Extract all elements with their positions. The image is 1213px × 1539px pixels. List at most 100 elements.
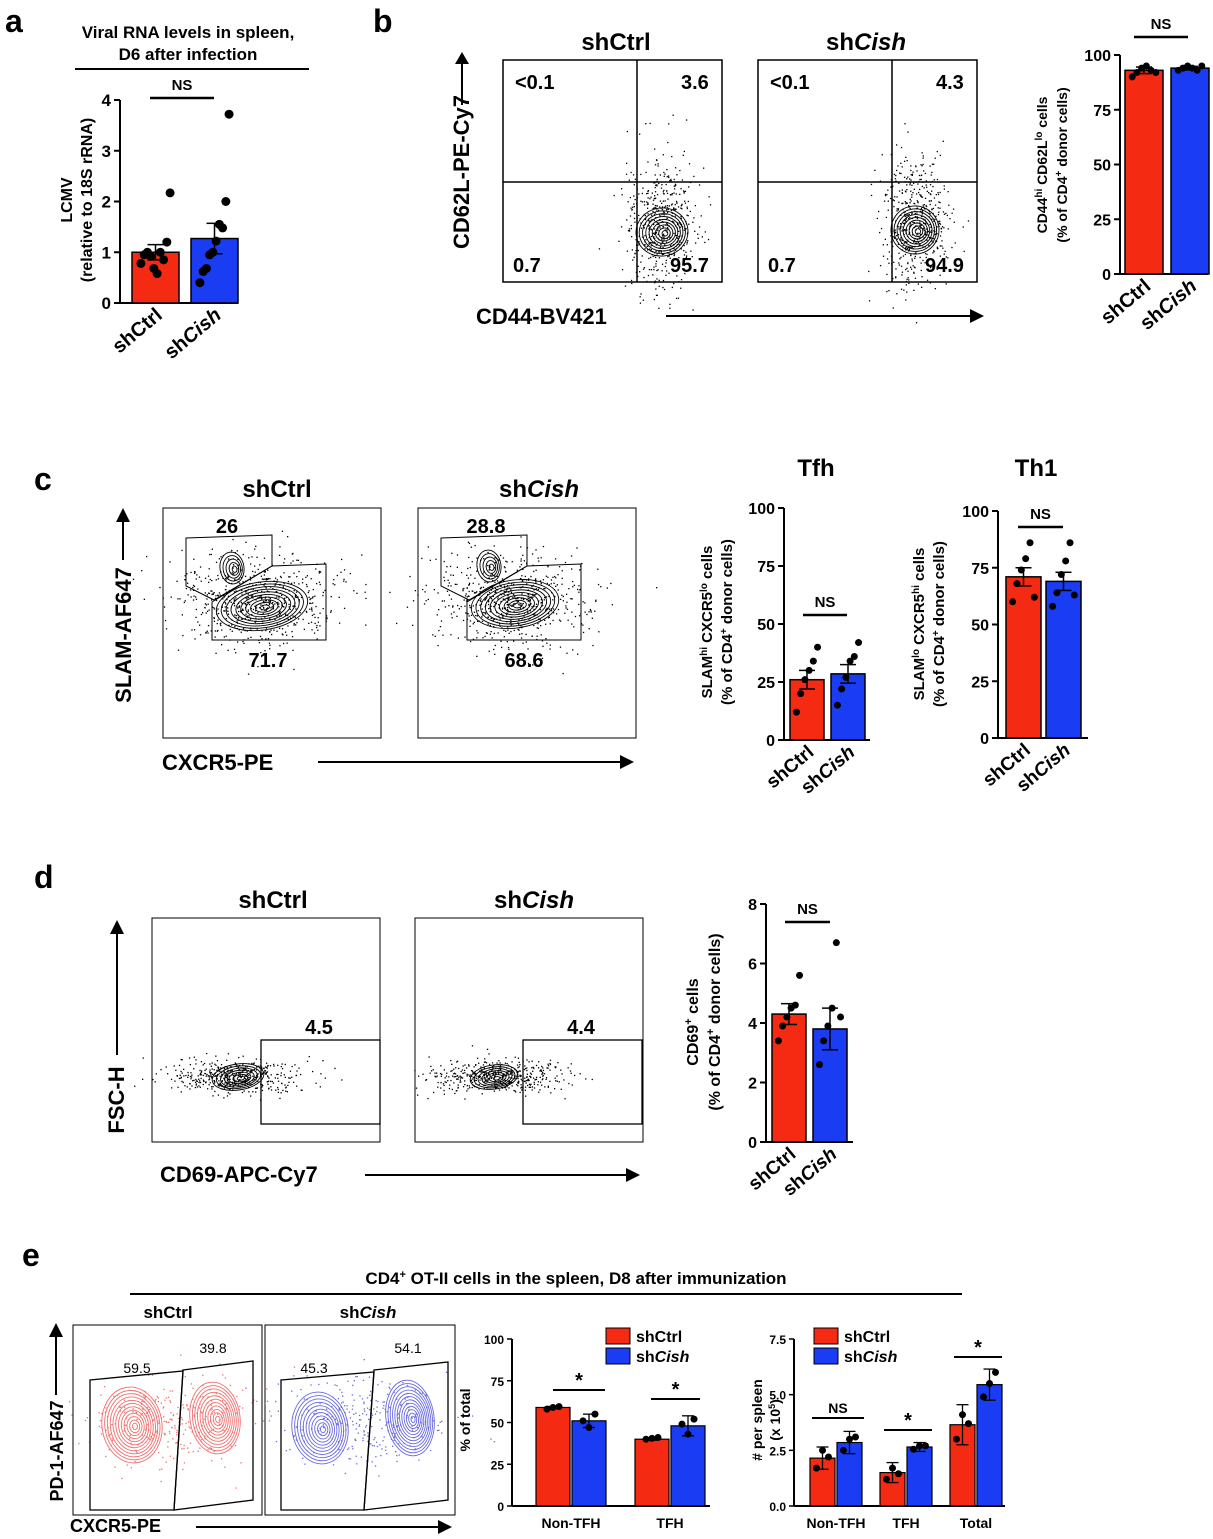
event-dot xyxy=(488,650,490,652)
event-dot xyxy=(195,1078,197,1081)
event-dot xyxy=(267,578,269,580)
event-dot xyxy=(166,1421,168,1423)
event-dot xyxy=(534,654,537,656)
y-tick-label: 0 xyxy=(766,733,775,750)
event-dot xyxy=(905,299,907,301)
event-dot xyxy=(447,579,449,581)
event-dot xyxy=(674,208,676,210)
event-dot xyxy=(132,1411,134,1413)
event-dot xyxy=(655,260,658,262)
event-dot xyxy=(369,1443,371,1445)
legend-swatch-shctrl xyxy=(605,1327,631,1345)
event-dot xyxy=(144,1429,147,1431)
event-dot xyxy=(510,605,513,607)
event-dot xyxy=(670,180,672,182)
event-dot xyxy=(909,217,911,219)
event-dot xyxy=(886,258,889,260)
event-dot xyxy=(932,212,934,215)
event-dot xyxy=(505,1057,507,1059)
event-dot xyxy=(911,173,914,175)
event-dot xyxy=(510,620,512,622)
event-dot xyxy=(521,575,523,577)
event-dot xyxy=(936,150,938,153)
y-tick-label: 50 xyxy=(1093,158,1111,175)
event-dot xyxy=(211,579,213,582)
event-dot xyxy=(532,1070,534,1072)
data-point xyxy=(211,236,221,246)
event-dot xyxy=(398,1443,400,1445)
event-dot xyxy=(504,1062,507,1064)
event-dot xyxy=(547,613,550,615)
event-dot xyxy=(238,610,240,613)
event-dot xyxy=(496,575,498,577)
event-dot xyxy=(919,221,921,223)
event-dot xyxy=(579,569,581,571)
event-dot xyxy=(633,203,635,205)
event-dot xyxy=(310,597,312,600)
contour-ring xyxy=(106,1393,159,1458)
event-dot xyxy=(224,1074,226,1076)
event-dot xyxy=(560,1069,562,1071)
event-dot xyxy=(497,632,499,634)
event-dot xyxy=(271,633,273,636)
event-dot xyxy=(209,1069,211,1071)
event-dot xyxy=(250,595,252,597)
event-dot xyxy=(175,1442,177,1444)
event-dot xyxy=(213,1082,216,1084)
event-dot xyxy=(448,582,450,584)
event-dot xyxy=(389,1383,391,1385)
chart-d-ylabel-2: (% of CD4+ donor cells) xyxy=(705,933,724,1110)
event-dot xyxy=(491,1062,494,1064)
event-dot xyxy=(914,216,917,218)
event-dot xyxy=(648,257,650,260)
event-dot xyxy=(532,593,534,596)
event-dot xyxy=(249,576,251,578)
event-dot xyxy=(246,615,248,617)
event-dot xyxy=(663,214,665,216)
event-dot xyxy=(164,619,167,622)
event-dot xyxy=(123,1399,125,1401)
event-dot xyxy=(296,1070,298,1072)
event-dot xyxy=(896,196,898,198)
event-dot xyxy=(931,266,933,268)
data-point xyxy=(813,1464,820,1472)
event-dot xyxy=(664,200,666,202)
event-dot xyxy=(520,625,522,627)
event-dot xyxy=(330,596,332,598)
event-dot xyxy=(469,1087,471,1089)
event-dot xyxy=(279,613,282,615)
event-dot xyxy=(477,632,479,634)
event-dot xyxy=(916,216,918,218)
data-point xyxy=(1022,555,1030,563)
event-dot xyxy=(538,1091,540,1093)
event-dot xyxy=(242,1070,244,1072)
event-dot xyxy=(209,1082,211,1084)
event-dot xyxy=(536,627,538,629)
data-point xyxy=(916,1442,923,1450)
event-dot xyxy=(306,1399,308,1401)
event-dot xyxy=(245,1080,247,1082)
event-dot xyxy=(421,1436,423,1438)
event-dot xyxy=(630,207,632,209)
event-dot xyxy=(683,254,686,256)
event-dot xyxy=(868,300,871,302)
event-dot xyxy=(221,606,223,608)
event-dot xyxy=(661,208,663,211)
event-dot xyxy=(641,255,643,257)
event-dot xyxy=(531,606,533,608)
data-point xyxy=(852,1433,859,1441)
event-dot xyxy=(192,1398,194,1400)
event-dot xyxy=(262,605,264,607)
event-dot xyxy=(277,1091,279,1093)
event-dot xyxy=(922,228,924,230)
arrowhead-icon xyxy=(116,508,130,522)
event-dot xyxy=(904,253,907,256)
event-dot xyxy=(199,566,202,568)
data-point xyxy=(648,1434,656,1442)
flow-scatter-dots xyxy=(61,1354,296,1489)
event-dot xyxy=(671,193,673,195)
event-dot xyxy=(473,1066,475,1068)
event-dot xyxy=(552,576,554,578)
event-dot xyxy=(636,203,638,205)
event-dot xyxy=(929,223,931,226)
